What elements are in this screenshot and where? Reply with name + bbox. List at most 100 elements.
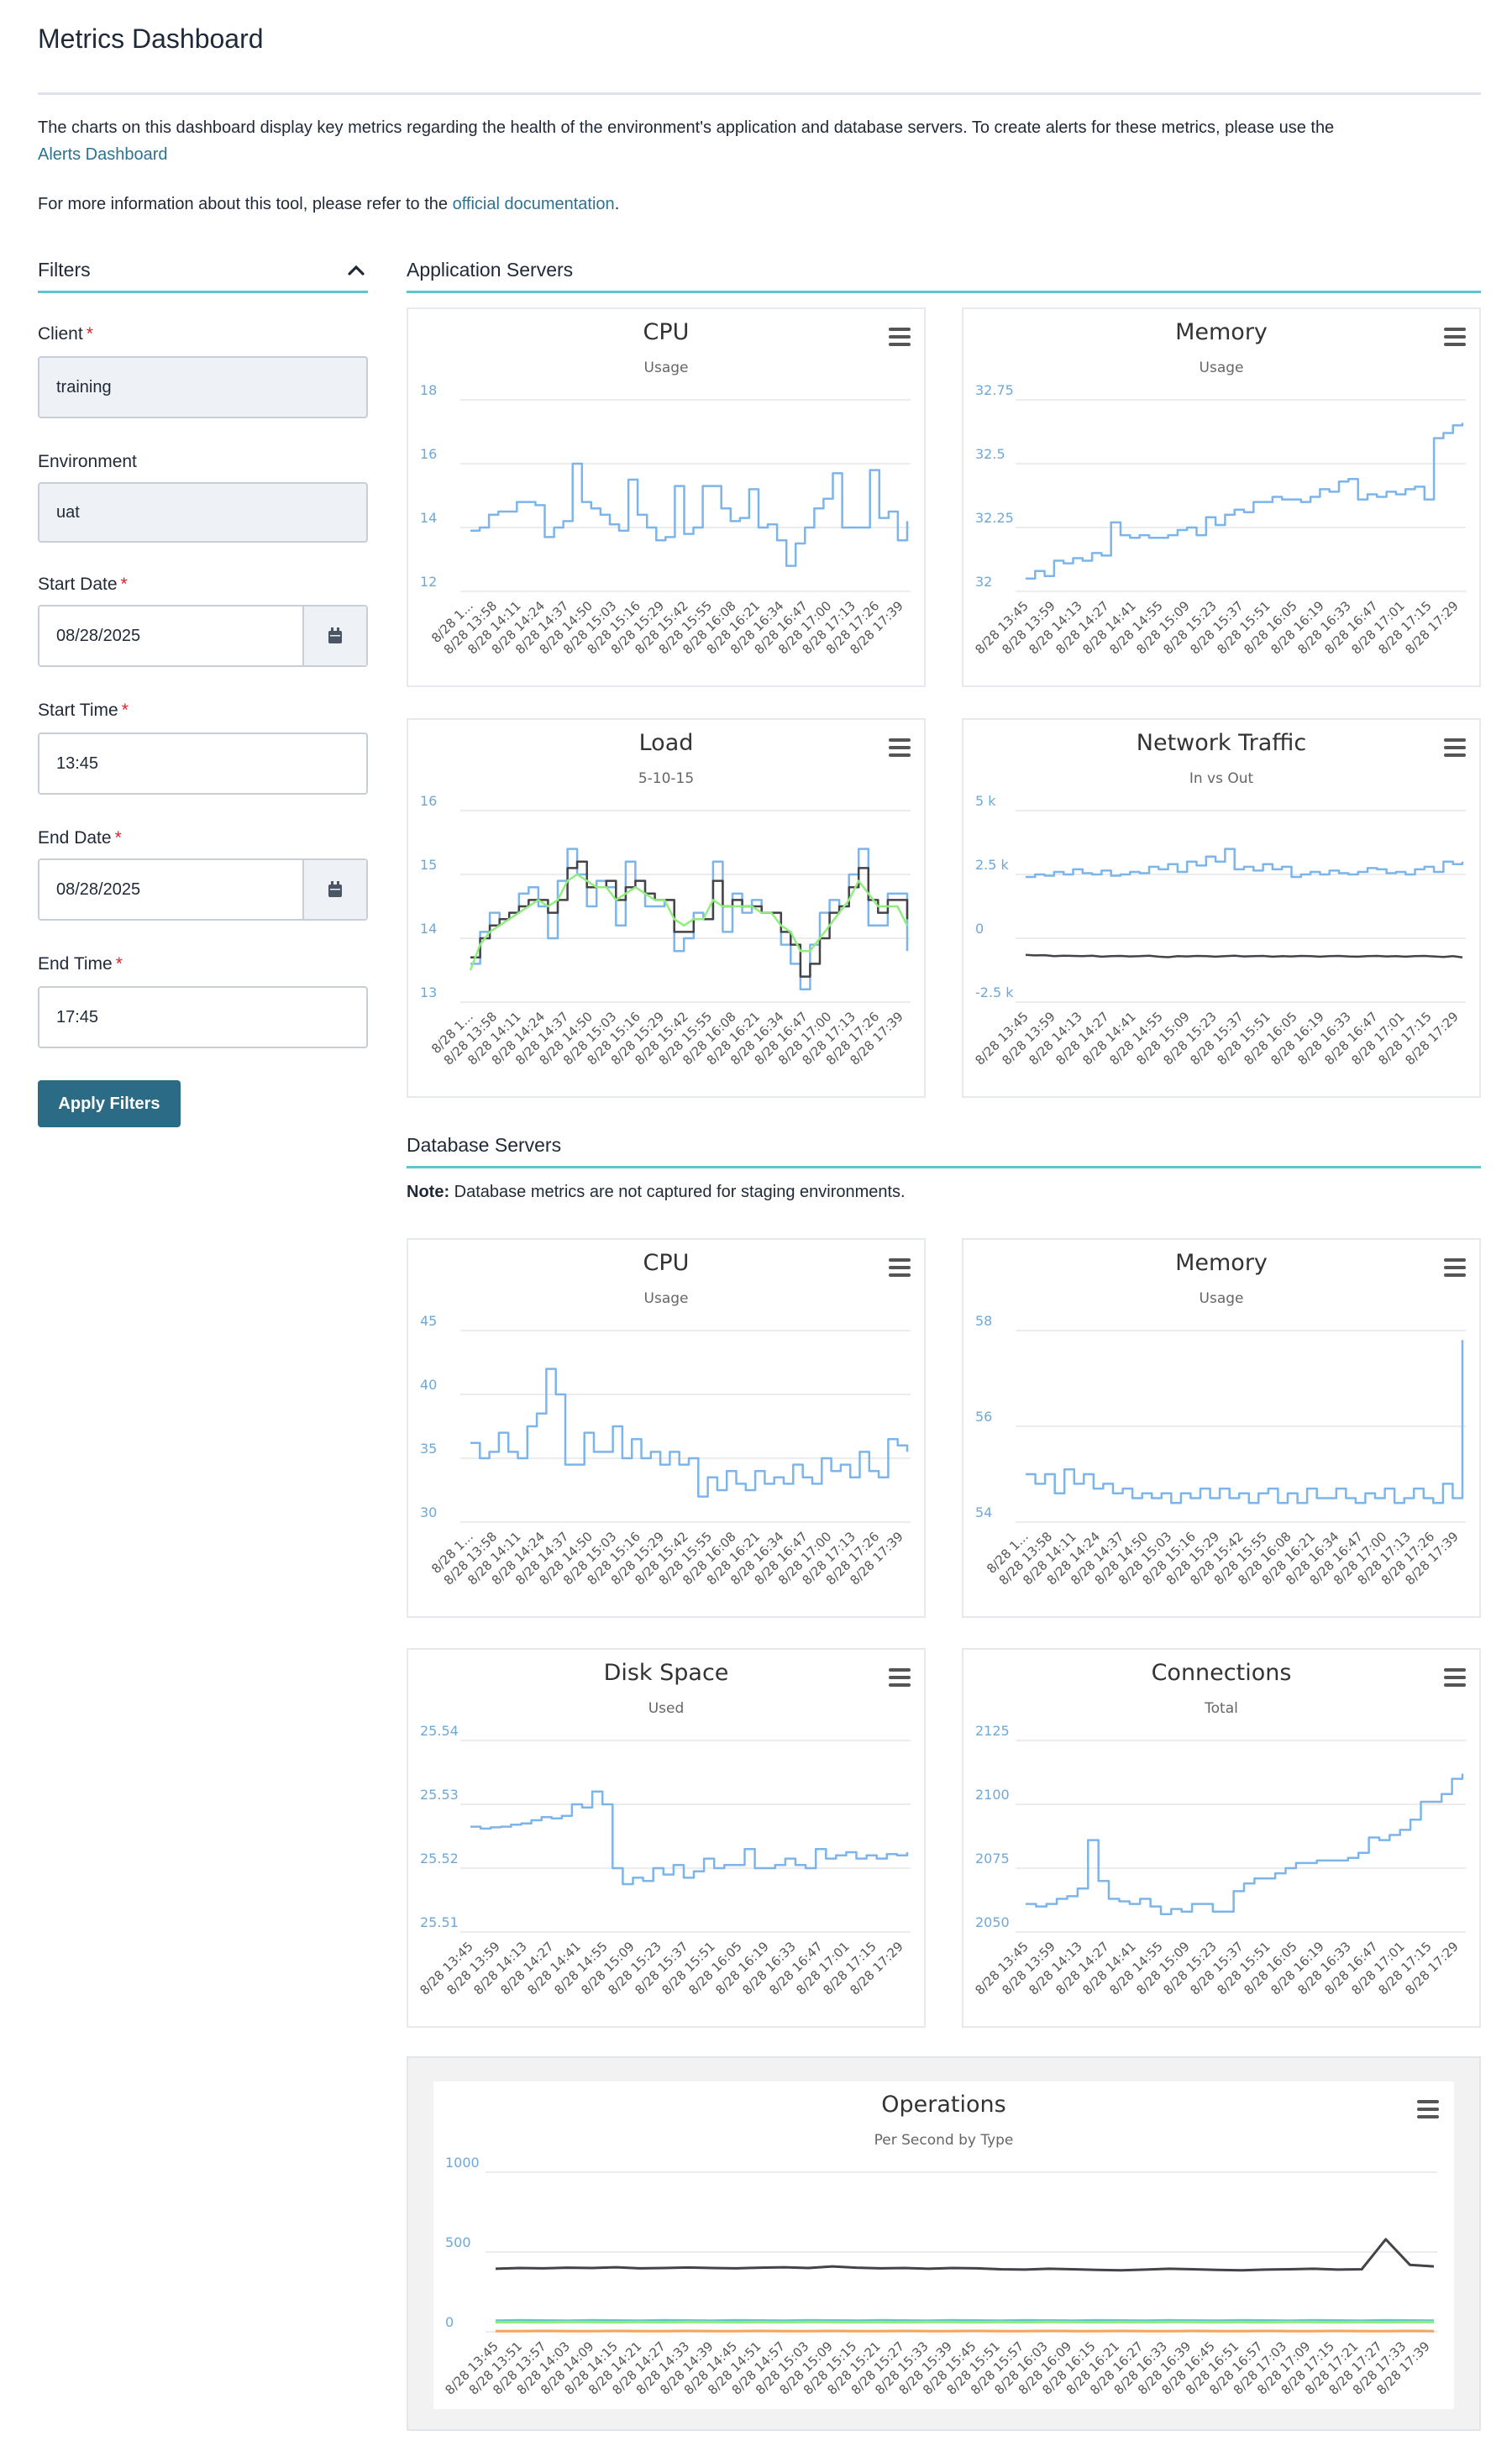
menu-bar — [1417, 2108, 1439, 2111]
chart-menu-icon[interactable] — [1444, 1668, 1466, 1687]
series-line — [495, 2238, 1435, 2272]
menu-bar — [1444, 328, 1466, 331]
y-tick-label: 14 — [420, 510, 437, 526]
series-line — [470, 1790, 909, 1886]
application-servers-divider — [407, 291, 1481, 293]
y-tick-label: 16 — [420, 793, 437, 809]
menu-bar — [889, 1683, 911, 1687]
menu-bar — [889, 1258, 911, 1262]
chart-title: Memory — [1175, 1250, 1268, 1276]
chart-menu-icon[interactable] — [1444, 1258, 1466, 1277]
note-label: Note: — [407, 1183, 450, 1201]
start-date-label-text: Start Date — [38, 575, 118, 594]
environment-field[interactable]: uat — [38, 482, 368, 543]
menu-bar — [1417, 2115, 1439, 2118]
y-tick-label: 32.25 — [975, 510, 1014, 526]
chart-menu-icon[interactable] — [1417, 2100, 1439, 2118]
y-tick-label: 54 — [975, 1504, 992, 1520]
menu-bar — [889, 746, 911, 749]
end-time-field[interactable]: 17:45 — [38, 986, 368, 1048]
alerts-dashboard-link[interactable]: Alerts Dashboard — [38, 145, 168, 164]
y-tick-label: 35 — [420, 1441, 437, 1457]
db-memory-chart: Memory Usage 54 56 58 8/28 1... 8/28 13:58 8/28… — [962, 1238, 1481, 1618]
app-memory-chart: Memory Usage 32 32.25 32.5 32.75 8/28 13:45 8/2… — [962, 307, 1481, 687]
documentation-link[interactable]: official documentation — [452, 195, 615, 213]
y-tick-label: 15 — [420, 857, 437, 873]
end-date-label-text: End Date — [38, 828, 112, 848]
chevron-up-icon[interactable] — [346, 260, 366, 281]
y-tick-label: 30 — [420, 1504, 437, 1520]
y-tick-label: 40 — [420, 1377, 437, 1393]
start-date-calendar-button[interactable] — [302, 606, 366, 665]
series-line — [1026, 1340, 1464, 1504]
chart-menu-icon[interactable] — [889, 738, 911, 757]
menu-bar — [889, 1676, 911, 1679]
y-tick-label: 2100 — [975, 1787, 1010, 1803]
y-tick-label: 12 — [420, 574, 437, 590]
y-tick-label: 32.5 — [975, 446, 1005, 462]
start-date-value: 08/28/2025 — [56, 627, 141, 645]
start-date-label: Start Date * — [38, 575, 128, 595]
y-tick-label: 25.53 — [420, 1787, 459, 1803]
menu-bar — [889, 328, 911, 331]
filters-heading: Filters — [38, 259, 91, 281]
y-tick-label: 25.54 — [420, 1723, 459, 1739]
series-line — [1026, 1773, 1464, 1915]
chart-menu-icon[interactable] — [1444, 328, 1466, 346]
filters-header[interactable]: Filters — [38, 259, 368, 292]
y-tick-label: 25.52 — [420, 1851, 459, 1866]
series-line — [1026, 423, 1464, 580]
y-tick-label: 2075 — [975, 1851, 1010, 1866]
note-text: Database metrics are not captured for st… — [454, 1183, 906, 1201]
app-cpu-chart: CPU Usage 12 14 16 18 8/28 1... 8/28 13:58 8/28 … — [407, 307, 926, 687]
y-tick-label: 500 — [445, 2234, 471, 2250]
y-tick-label: 16 — [420, 446, 437, 462]
menu-bar — [1444, 753, 1466, 757]
db-connections-chart: Connections Total 2050 2075 2100 2125 8/28 13:… — [962, 1648, 1481, 2028]
chart-subtitle: 5-10-15 — [638, 770, 694, 787]
menu-bar — [1444, 1273, 1466, 1277]
menu-bar — [889, 738, 911, 742]
y-tick-label: 1000 — [445, 2155, 480, 2171]
chart-menu-icon[interactable] — [889, 328, 911, 346]
intro-text: The charts on this dashboard display key… — [38, 114, 1483, 168]
menu-bar — [1444, 1676, 1466, 1679]
required-mark: * — [115, 954, 123, 974]
calendar-icon — [328, 881, 342, 897]
start-time-field[interactable]: 13:45 — [38, 732, 368, 795]
menu-bar — [1417, 2100, 1439, 2103]
chart-title: Load — [639, 730, 694, 756]
menu-bar — [889, 1668, 911, 1672]
menu-bar — [1444, 1266, 1466, 1269]
chart-subtitle: Usage — [644, 1290, 689, 1307]
required-mark: * — [86, 324, 93, 344]
series-line — [470, 1368, 909, 1498]
chart-menu-icon[interactable] — [889, 1258, 911, 1277]
apply-filters-button[interactable]: Apply Filters — [38, 1080, 181, 1127]
chart-title: Operations — [881, 2092, 1005, 2118]
end-date-field[interactable]: 08/28/2025 — [38, 858, 368, 921]
series-line — [1025, 953, 1463, 959]
end-date-calendar-button[interactable] — [302, 860, 366, 919]
series-line — [469, 873, 909, 971]
series-line — [470, 462, 909, 567]
db-cpu-chart: CPU Usage 30 35 40 45 8/28 1... 8/28 13:58 8/28 … — [407, 1238, 926, 1618]
chart-title: Memory — [1175, 319, 1268, 345]
menu-bar — [1444, 1258, 1466, 1262]
menu-bar — [1444, 1683, 1466, 1687]
menu-bar — [889, 343, 911, 346]
client-field[interactable]: training — [38, 356, 368, 418]
calendar-icon — [328, 627, 342, 643]
y-tick-label: 14 — [420, 921, 437, 937]
start-date-field[interactable]: 08/28/2025 — [38, 605, 368, 667]
chart-menu-icon[interactable] — [889, 1668, 911, 1687]
required-mark: * — [120, 575, 128, 594]
y-tick-label: 25.51 — [420, 1914, 459, 1930]
menu-bar — [1444, 335, 1466, 339]
chart-menu-icon[interactable] — [1444, 738, 1466, 757]
